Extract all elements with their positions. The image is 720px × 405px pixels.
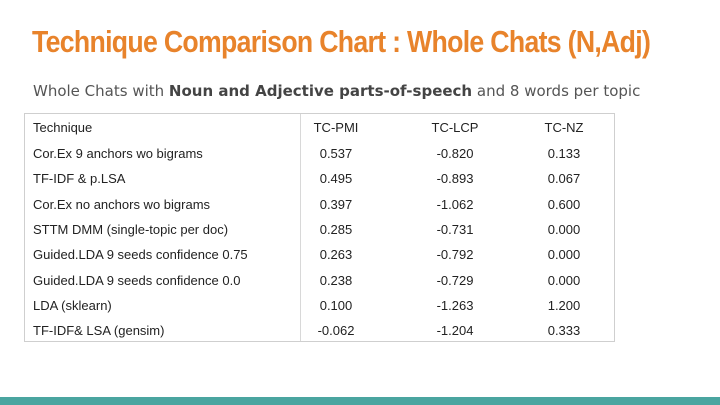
table-row: LDA (sklearn) 0.100 -1.263 1.200 [25,293,614,318]
header-tc-pmi: TC-PMI [313,120,359,135]
tc-lcp-cell: -1.263 [436,297,474,313]
slide-subtitle: Whole Chats with Noun and Adjective part… [33,80,713,102]
tc-pmi-cell: 0.285 [319,222,353,238]
table-row: Cor.Ex no anchors wo bigrams 0.397 -1.06… [25,192,614,217]
technique-cell: Guided.LDA 9 seeds confidence 0.75 [33,247,248,263]
tc-nz-cell: 0.133 [547,146,581,162]
technique-cell: Guided.LDA 9 seeds confidence 0.0 [33,272,241,288]
tc-pmi-cell: 0.100 [319,297,353,313]
technique-cell: STTM DMM (single-topic per doc) [33,222,229,238]
tc-lcp-cell: -1.204 [436,323,474,339]
table-row: TF-IDF& LSA (gensim) -0.062 -1.204 0.333 [25,318,614,343]
tc-nz-cell: 0.333 [547,323,581,339]
tc-lcp-cell: -0.729 [436,272,474,288]
subtitle-emphasis: Noun and Adjective parts-of-speech [168,82,473,100]
technique-cell: TF-IDF& LSA (gensim) [33,323,165,339]
tc-pmi-cell: 0.263 [319,247,353,263]
tc-pmi-cell: 0.495 [319,171,353,187]
tc-pmi-cell: 0.397 [319,196,353,212]
table-row: Guided.LDA 9 seeds confidence 0.75 0.263… [25,242,614,267]
subtitle-text-end: and 8 words per topic [472,82,641,100]
header-tc-nz: TC-NZ [544,120,584,135]
header-tc-lcp: TC-LCP [431,120,479,135]
table-header-row: Technique TC-PMI TC-LCP TC-NZ [25,114,614,141]
table-row: Guided.LDA 9 seeds confidence 0.0 0.238 … [25,267,614,292]
column-divider [300,114,301,341]
tc-lcp-cell: -0.893 [436,171,474,187]
tc-nz-cell: 0.000 [547,222,581,238]
tc-lcp-cell: -0.820 [436,146,474,162]
tc-nz-cell: 0.000 [547,247,581,263]
bottom-accent-bar [0,397,720,405]
tc-nz-cell: 0.000 [547,272,581,288]
technique-cell: Cor.Ex no anchors wo bigrams [33,196,211,212]
header-technique: Technique [33,120,93,135]
tc-lcp-cell: -0.731 [436,222,474,238]
comparison-table: Technique TC-PMI TC-LCP TC-NZ Cor.Ex 9 a… [25,114,614,343]
tc-lcp-cell: -0.792 [436,247,474,263]
tc-pmi-cell: 0.238 [319,272,353,288]
tc-nz-cell: 1.200 [547,297,581,313]
tc-pmi-cell: -0.062 [317,323,355,339]
table-row: STTM DMM (single-topic per doc) 0.285 -0… [25,217,614,242]
subtitle-text: Whole Chats with [33,82,169,100]
slide-title: Technique Comparison Chart : Whole Chats… [32,24,651,59]
technique-cell: TF-IDF & p.LSA [33,171,126,187]
technique-cell: LDA (sklearn) [33,297,112,313]
comparison-table-frame: Technique TC-PMI TC-LCP TC-NZ Cor.Ex 9 a… [24,113,615,342]
table-row: TF-IDF & p.LSA 0.495 -0.893 0.067 [25,166,614,191]
technique-cell: Cor.Ex 9 anchors wo bigrams [33,146,203,162]
tc-nz-cell: 0.600 [547,196,581,212]
tc-pmi-cell: 0.537 [319,146,353,162]
tc-nz-cell: 0.067 [547,171,581,187]
tc-lcp-cell: -1.062 [436,196,474,212]
table-row: Cor.Ex 9 anchors wo bigrams 0.537 -0.820… [25,141,614,166]
